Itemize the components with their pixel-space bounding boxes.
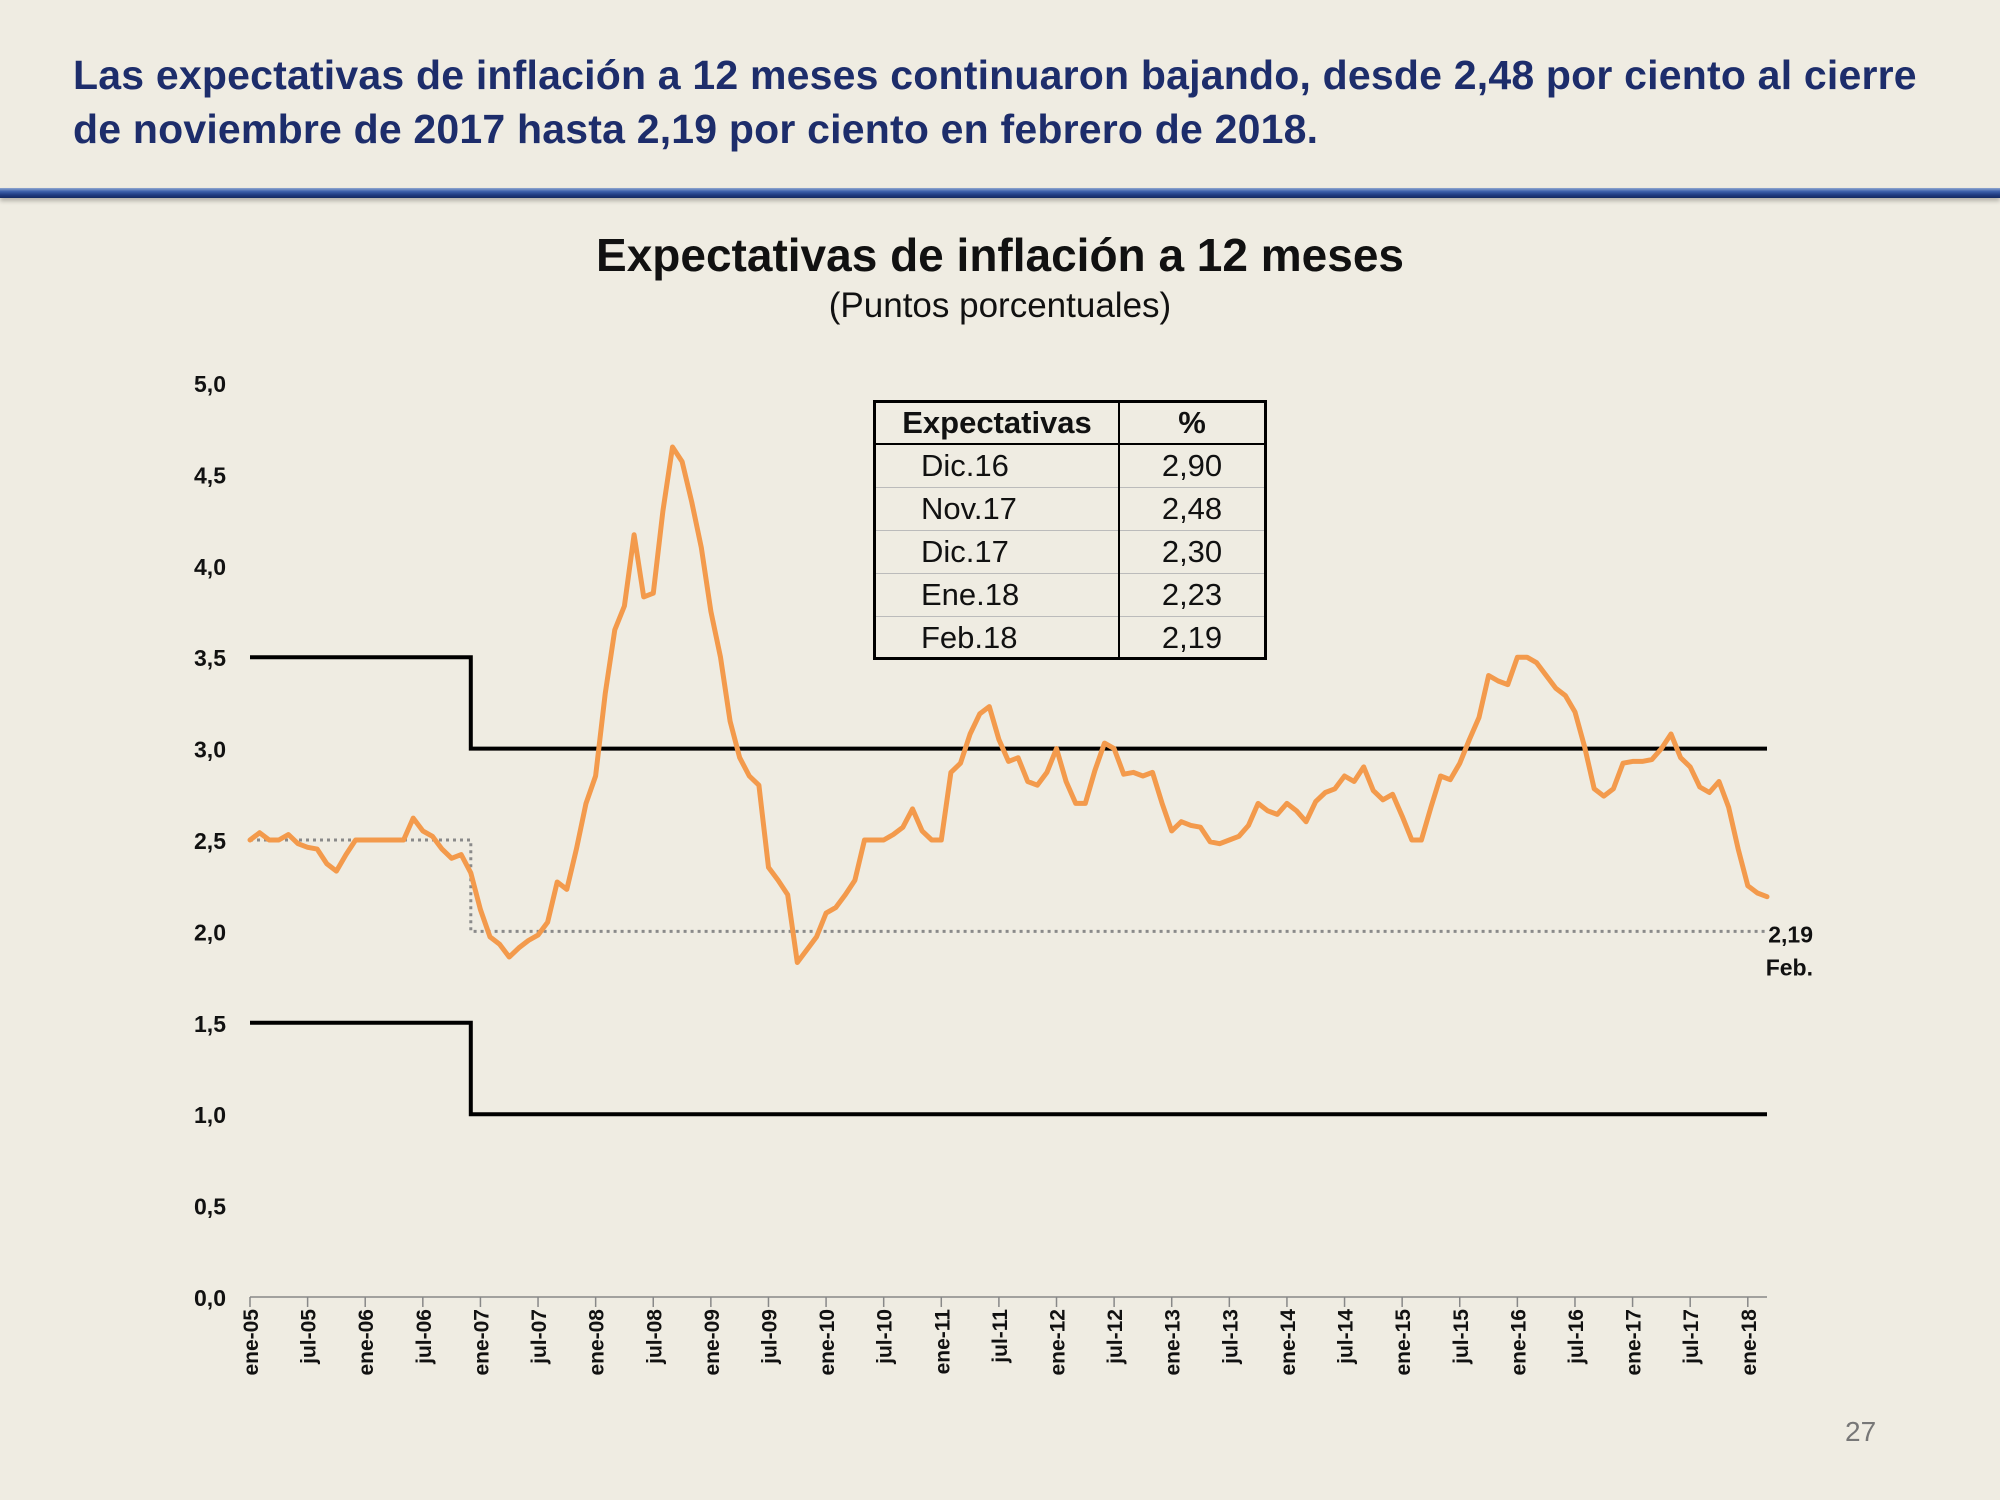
x-tick-label: ene-13 <box>1162 1309 1185 1376</box>
x-tick-label: jul-12 <box>1104 1309 1127 1365</box>
table-row: Dic.16 2,90 <box>876 443 1264 488</box>
header-divider <box>0 188 2000 198</box>
table-row-label: Ene.18 <box>876 573 1120 617</box>
x-tick-label: ene-05 <box>240 1309 263 1376</box>
x-tick-label: jul-05 <box>298 1309 321 1365</box>
y-tick-label: 3,0 <box>194 737 226 763</box>
x-tick-label: jul-13 <box>1219 1309 1242 1365</box>
x-tick-label: ene-11 <box>931 1309 954 1375</box>
x-tick-label: jul-16 <box>1565 1309 1588 1365</box>
slide-header: Las expectativas de inflación a 12 meses… <box>0 0 2000 186</box>
series-line <box>247 444 1770 965</box>
x-tick-label: ene-14 <box>1277 1309 1300 1376</box>
x-tick-label: ene-06 <box>355 1309 378 1376</box>
x-tick-label: ene-16 <box>1507 1309 1530 1376</box>
table-row: Nov.17 2,48 <box>876 487 1264 531</box>
table-row-value: 2,23 <box>1119 573 1264 617</box>
y-tick-label: 3,5 <box>194 645 226 671</box>
x-tick-label: jul-14 <box>1335 1309 1358 1365</box>
band-line-lower <box>250 1020 1767 1117</box>
x-tick-label: jul-11 <box>989 1309 1012 1364</box>
y-tick-label: 4,0 <box>194 554 226 580</box>
table-row-label: Dic.16 <box>876 443 1120 488</box>
summary-table-header-label: Expectativas <box>876 403 1120 445</box>
x-tick-label: ene-10 <box>816 1309 839 1376</box>
table-row: Ene.18 2,23 <box>876 573 1264 617</box>
table-row: Feb.18 2,19 <box>876 616 1264 659</box>
x-tick-label: jul-07 <box>528 1309 551 1365</box>
table-row-value: 2,90 <box>1119 443 1264 488</box>
table-row-value: 2,19 <box>1119 616 1264 659</box>
x-axis: ene-05 jul-05 ene-06 jul-06 ene-07 jul-07 ene-… <box>240 1296 1767 1376</box>
x-tick-label: ene-12 <box>1047 1309 1070 1376</box>
page-number: 27 <box>1845 1416 1877 1447</box>
annotation-note: Feb. <box>1766 955 1813 981</box>
y-tick-label: 2,0 <box>194 919 226 945</box>
summary-table: Expectativas % Dic.16 2,90 Nov.17 2,48 D… <box>873 400 1267 660</box>
headline: Las expectativas de inflación a 12 meses… <box>73 52 1917 152</box>
annotations: 2,19 Feb. <box>1766 922 1813 981</box>
x-tick-label: jul-09 <box>758 1309 781 1365</box>
y-axis-labels: 0,0 0,5 1,0 1,5 2,0 2,5 3,0 3,5 4,0 4,5 5,0 <box>194 371 226 1311</box>
table-row-label: Nov.17 <box>876 487 1120 531</box>
y-tick-label: 1,0 <box>194 1102 226 1128</box>
summary-table-header-row: Expectativas % <box>876 403 1264 445</box>
x-tick-label: jul-17 <box>1680 1309 1703 1365</box>
table-row-label: Dic.17 <box>876 530 1120 574</box>
table-row-label: Feb.18 <box>876 616 1120 659</box>
annotation-value: 2,19 <box>1768 922 1813 948</box>
x-tick-label: ene-15 <box>1392 1309 1415 1376</box>
table-row-value: 2,48 <box>1119 487 1264 531</box>
band-line-upper <box>250 655 1767 751</box>
x-tick-label: ene-09 <box>701 1309 724 1376</box>
x-tick-label: jul-15 <box>1450 1309 1473 1365</box>
x-tick-label: jul-06 <box>413 1309 436 1365</box>
band-lines <box>250 655 1767 1117</box>
x-tick-label: jul-10 <box>874 1309 897 1365</box>
chart-subtitle: (Puntos porcentuales) <box>828 286 1172 325</box>
x-tick-label: ene-17 <box>1623 1309 1646 1376</box>
series-layer <box>247 444 1770 965</box>
y-tick-label: 1,5 <box>194 1011 226 1037</box>
table-row-value: 2,30 <box>1119 530 1264 574</box>
y-tick-label: 0,5 <box>194 1194 226 1220</box>
y-tick-label: 0,0 <box>194 1285 226 1311</box>
x-tick-label: ene-18 <box>1738 1309 1761 1376</box>
y-tick-label: 5,0 <box>194 371 226 397</box>
target-line <box>250 838 1767 933</box>
y-tick-label: 4,5 <box>194 462 226 488</box>
table-row: Dic.17 2,30 <box>876 530 1264 574</box>
x-tick-label: ene-07 <box>470 1309 493 1376</box>
x-tick-label: jul-08 <box>643 1309 666 1365</box>
x-tick-label: ene-08 <box>586 1309 609 1376</box>
target-line-path <box>250 838 1767 933</box>
y-tick-label: 2,5 <box>194 828 226 854</box>
summary-table-header-value: % <box>1119 403 1264 445</box>
chart-title: Expectativas de inflación a 12 meses <box>596 229 1404 281</box>
